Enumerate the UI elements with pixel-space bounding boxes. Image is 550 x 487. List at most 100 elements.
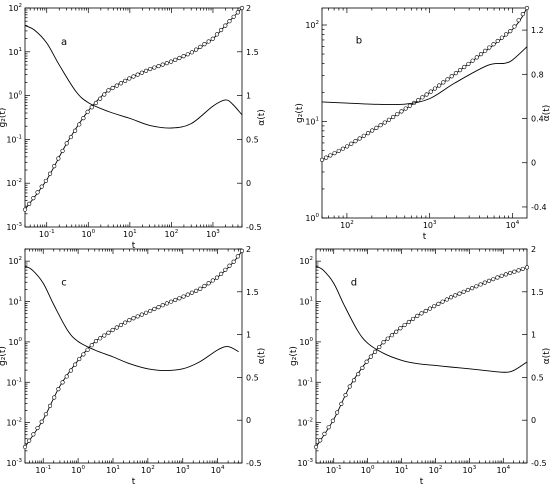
series-marker: [415, 313, 420, 318]
y-right-tick-label: -0.5: [531, 459, 547, 468]
series-marker: [324, 155, 329, 160]
series-marker: [436, 301, 441, 307]
series-marker: [189, 290, 195, 295]
series-marker: [520, 12, 525, 17]
series-marker: [328, 153, 333, 158]
plot-frame: [321, 7, 528, 219]
series-marker: [31, 432, 36, 437]
y-right-tick-label: -0.5: [246, 459, 262, 468]
series-marker: [60, 148, 65, 154]
y-right-tick-label: 0: [246, 179, 251, 188]
series-marker: [474, 284, 479, 289]
series-line-right: [24, 25, 243, 129]
series-marker: [194, 288, 199, 293]
series-marker: [127, 76, 132, 81]
series-marker: [72, 128, 78, 133]
x-tick-label: 104: [496, 465, 510, 475]
series-marker: [353, 139, 358, 144]
series-marker: [382, 120, 387, 125]
series-marker: [131, 74, 136, 79]
series-marker: [235, 10, 240, 15]
series-marker: [168, 299, 174, 304]
series-marker: [365, 131, 371, 136]
x-tick-label: 102: [165, 229, 179, 239]
series-marker: [43, 178, 48, 184]
series-marker: [102, 333, 107, 338]
y-left-axis-label: g₂(t): [0, 108, 8, 128]
series-marker: [356, 371, 361, 377]
series-marker: [483, 48, 488, 53]
series-marker: [343, 393, 348, 398]
x-tick-label: 102: [141, 465, 155, 475]
series-marker: [516, 18, 521, 23]
series-marker: [499, 273, 504, 278]
series-marker: [198, 44, 203, 49]
series-marker: [318, 438, 323, 443]
series-marker: [143, 68, 149, 73]
y-right-tick-label: -0.5: [246, 223, 262, 232]
y-right-tick-label: 1.2: [531, 26, 544, 35]
series-marker: [106, 330, 111, 335]
series-marker: [118, 322, 124, 328]
series-marker: [31, 196, 36, 201]
series-marker: [135, 72, 140, 77]
series-marker: [499, 35, 505, 40]
y-left-tick-label: 10-3: [6, 458, 22, 468]
series-marker: [214, 32, 220, 37]
series-marker: [357, 136, 362, 141]
panel-b: 102 103 104 100 101 102 -0.4 0 0.4 0.8 1.2 t g₂(t) α(…: [295, 5, 550, 242]
y-right-tick-label: 1.5: [531, 288, 544, 297]
series-marker: [470, 286, 475, 291]
series-marker: [399, 109, 404, 114]
series-marker: [478, 282, 483, 287]
series-marker: [214, 275, 220, 280]
series-marker: [202, 283, 207, 289]
series-marker: [202, 42, 207, 47]
series-marker: [68, 134, 73, 140]
series-marker: [466, 61, 471, 67]
x-tick-label: 103: [463, 465, 477, 475]
y-right-axis-label: α(t): [542, 348, 550, 364]
y-left-tick-label: 101: [8, 297, 22, 307]
series-marker: [512, 24, 517, 29]
y-right-tick-label: 0.5: [246, 373, 259, 382]
y-left-axis-label: g₂(t): [0, 346, 8, 366]
series-marker: [374, 125, 379, 130]
series-marker: [56, 156, 61, 161]
series-marker: [474, 55, 479, 60]
x-tick-label: 104: [506, 220, 520, 230]
series-marker: [156, 305, 161, 310]
series-line-right: [315, 265, 528, 373]
series-marker: [445, 77, 450, 82]
series-marker: [385, 336, 390, 341]
y-left-tick-label: 100: [8, 337, 22, 347]
series-marker: [503, 32, 509, 37]
series-marker: [98, 96, 103, 101]
series-marker: [52, 395, 57, 400]
y-left-tick-label: 102: [8, 256, 22, 266]
series-marker: [127, 318, 132, 323]
series-marker: [465, 287, 471, 293]
series-marker: [135, 314, 140, 319]
series-marker: [336, 148, 341, 154]
series-line-left: [24, 250, 243, 448]
x-tick-label: 103: [423, 220, 437, 230]
y-left-tick-label: 10-3: [6, 222, 22, 232]
series-marker: [110, 327, 115, 333]
series-marker: [77, 122, 82, 127]
series-marker: [160, 303, 165, 308]
series-marker: [486, 278, 492, 283]
y-right-tick-label: 0: [531, 416, 536, 425]
y-right-tick-label: 0.5: [246, 135, 259, 144]
series-marker: [407, 103, 412, 108]
y-right-axis-label: α(t): [257, 348, 267, 364]
series-marker: [93, 339, 99, 344]
series-marker: [35, 425, 40, 431]
series-marker: [398, 326, 403, 331]
series-marker: [402, 322, 407, 328]
series-marker: [428, 89, 433, 94]
series-marker: [424, 92, 429, 97]
series-marker: [391, 114, 396, 120]
series-marker: [194, 47, 199, 52]
